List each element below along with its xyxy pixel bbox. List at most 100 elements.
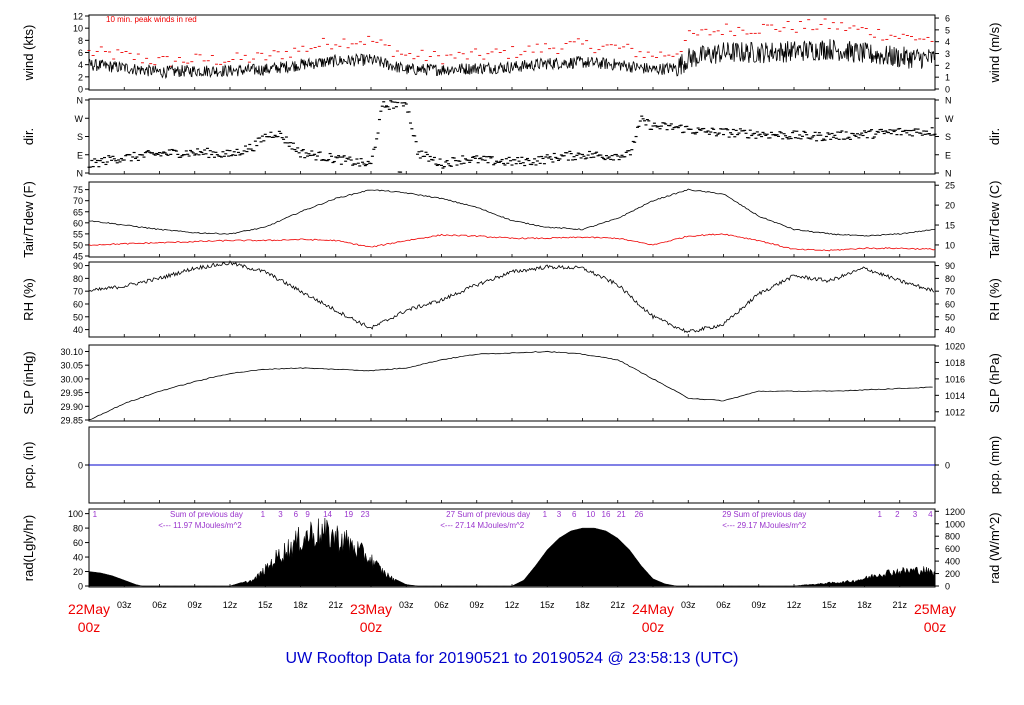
pcp-ytick-label-left: 0 [78, 461, 83, 471]
x-day-label: 24May [632, 601, 674, 617]
temp-ytick-label-left: 75 [73, 185, 83, 195]
dir-ytick-label-right: E [945, 150, 951, 160]
rad-hour-marker: 9 [305, 510, 310, 519]
x-hour-label: 09z [469, 600, 484, 610]
x-hour-label: 03z [681, 600, 696, 610]
x-hour-label: 15z [540, 600, 555, 610]
rh-line [88, 260, 935, 333]
rad-ytick-label-right: 400 [945, 557, 960, 567]
temp-ytick-label-left: 60 [73, 218, 83, 228]
x-hour-label: 21z [328, 600, 343, 610]
rad-hour-marker: 3 [913, 510, 918, 519]
plot-footer-title: UW Rooftop Data for 20190521 to 20190524… [285, 650, 739, 667]
wind-ytick-label-right: 4 [945, 37, 950, 47]
rad-annotation: 27 Sum of previous day [446, 510, 530, 519]
slp-ytick-label-right: 1018 [945, 358, 965, 368]
rad-hour-marker: 4 [928, 510, 933, 519]
slp-ytick-label-right: 1020 [945, 342, 965, 352]
slp-ytick-label-left: 29.90 [60, 402, 83, 412]
dir-ytick-label-left: W [75, 114, 84, 124]
rh-ylabel-left: RH (%) [21, 278, 36, 321]
x-hour-label: 09z [187, 600, 202, 610]
rad-annotation: 29 Sum of previous day [722, 510, 806, 519]
rad-ytick-label-left: 0 [78, 582, 83, 592]
rh-ytick-label-right: 90 [945, 261, 955, 271]
rad-hour-marker: 16 [602, 510, 611, 519]
dir-ytick-label-left: N [77, 169, 84, 179]
rh-ytick-label-right: 80 [945, 274, 955, 284]
tdew-line [88, 233, 936, 252]
rad-hour-marker: 21 [617, 510, 626, 519]
wind-ytick-label-left: 6 [78, 48, 83, 58]
slp-ytick-label-right: 1012 [945, 407, 965, 417]
dir-ytick-label-right: S [945, 132, 951, 142]
dir-ytick-label-right: W [945, 114, 954, 124]
x-day-sublabel: 00z [360, 619, 383, 635]
rad-annotation: <--- 11.97 MJoules/m^2 [158, 521, 242, 530]
wind-annotation: 10 min. peak winds in red [106, 15, 197, 24]
rad-hour-marker: 14 [323, 510, 332, 519]
dir-ytick-label-left: N [77, 96, 84, 106]
rad-ytick-label-left: 100 [68, 509, 83, 519]
wind-ytick-label-right: 1 [945, 73, 950, 83]
rad-ytick-label-left: 60 [73, 538, 83, 548]
rad-ytick-label-right: 800 [945, 532, 960, 542]
rh-ytick-label-left: 60 [73, 299, 83, 309]
x-hour-label: 12z [223, 600, 238, 610]
dir-ytick-label-right: N [945, 169, 952, 179]
rad-ytick-label-left: 80 [73, 524, 83, 534]
wind-ytick-label-right: 5 [945, 25, 950, 35]
rad-hour-marker: 3 [557, 510, 562, 519]
wind-ytick-label-left: 4 [78, 60, 83, 70]
rad-annotation: <--- 29.17 MJoules/m^2 [722, 521, 807, 530]
rh-ytick-label-left: 40 [73, 325, 83, 335]
dir-ylabel-left: dir. [21, 128, 36, 145]
slp-panel-frame [88, 344, 936, 422]
wind-ytick-label-right: 0 [945, 85, 950, 95]
rh-ytick-label-right: 40 [945, 325, 955, 335]
rad-ytick-label-right: 0 [945, 582, 950, 592]
rh-ytick-label-left: 90 [73, 261, 83, 271]
slp-ytick-label-right: 1014 [945, 391, 965, 401]
x-hour-label: 18z [857, 600, 872, 610]
slp-line [88, 350, 933, 421]
x-hour-label: 21z [610, 600, 625, 610]
x-hour-label: 03z [117, 600, 132, 610]
x-hour-label: 15z [822, 600, 837, 610]
x-hour-label: 18z [575, 600, 590, 610]
rad-ytick-label-right: 1000 [945, 519, 965, 529]
wind-ylabel-left: wind (kts) [21, 25, 36, 82]
slp-ytick-label-right: 1016 [945, 374, 965, 384]
dir-ylabel-right: dir. [987, 128, 1002, 145]
slp-ytick-label-left: 29.85 [60, 416, 83, 426]
x-day-sublabel: 00z [642, 619, 665, 635]
wind-ytick-label-left: 8 [78, 36, 83, 46]
wind-panel-frame [88, 14, 936, 91]
x-hour-label: 03z [399, 600, 414, 610]
temp-ytick-label-right: 20 [945, 201, 955, 211]
x-day-label: 25May [914, 601, 956, 617]
rad-ylabel-right: rad (W/m^2) [987, 512, 1002, 583]
x-day-sublabel: 00z [924, 619, 947, 635]
rh-panel-frame [88, 261, 936, 338]
tair-line [88, 188, 935, 237]
x-hour-label: 06z [716, 600, 731, 610]
wind-ytick-label-left: 2 [78, 72, 83, 82]
pcp-ytick-label-right: 0 [945, 461, 950, 471]
slp-ytick-label-left: 30.10 [60, 347, 83, 357]
rad-hour-marker: 1 [878, 510, 883, 519]
x-hour-label: 15z [258, 600, 273, 610]
x-hour-label: 18z [293, 600, 308, 610]
slp-ytick-label-left: 30.05 [60, 361, 83, 371]
rad-hour-marker: 26 [634, 510, 643, 519]
slp-ylabel-left: SLP (inHg) [21, 351, 36, 414]
rad-ytick-label-left: 40 [73, 553, 83, 563]
rad-hour-marker: 6 [572, 510, 577, 519]
x-hour-label: 21z [892, 600, 907, 610]
rh-ytick-label-left: 50 [73, 312, 83, 322]
wind-ytick-label-left: 12 [73, 12, 83, 22]
dir-ytick-label-left: S [77, 132, 83, 142]
rad-hour-marker: 6 [294, 510, 299, 519]
